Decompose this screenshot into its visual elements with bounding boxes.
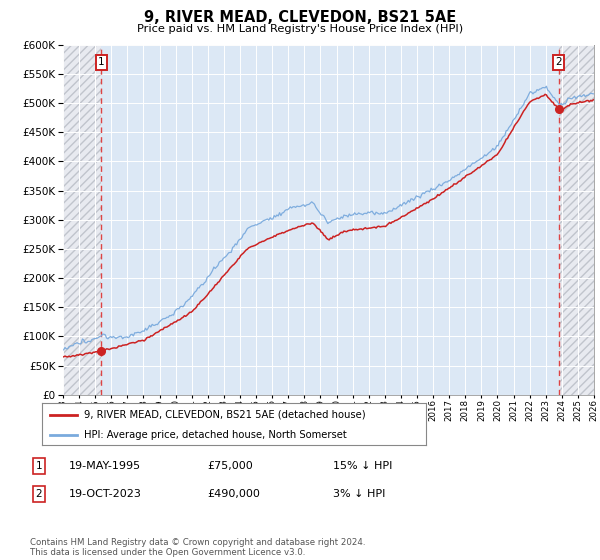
Bar [63, 45, 101, 395]
Text: 19-MAY-1995: 19-MAY-1995 [69, 461, 141, 471]
Text: 1: 1 [35, 461, 43, 471]
Text: 9, RIVER MEAD, CLEVEDON, BS21 5AE (detached house): 9, RIVER MEAD, CLEVEDON, BS21 5AE (detac… [84, 410, 366, 420]
Text: Price paid vs. HM Land Registry's House Price Index (HPI): Price paid vs. HM Land Registry's House … [137, 24, 463, 34]
Text: £490,000: £490,000 [207, 489, 260, 499]
Text: £75,000: £75,000 [207, 461, 253, 471]
Text: 9, RIVER MEAD, CLEVEDON, BS21 5AE: 9, RIVER MEAD, CLEVEDON, BS21 5AE [144, 10, 456, 25]
Text: Contains HM Land Registry data © Crown copyright and database right 2024.
This d: Contains HM Land Registry data © Crown c… [30, 538, 365, 557]
Text: 3% ↓ HPI: 3% ↓ HPI [333, 489, 385, 499]
Text: HPI: Average price, detached house, North Somerset: HPI: Average price, detached house, Nort… [84, 430, 347, 440]
Text: 15% ↓ HPI: 15% ↓ HPI [333, 461, 392, 471]
Text: 19-OCT-2023: 19-OCT-2023 [69, 489, 142, 499]
Text: 2: 2 [35, 489, 43, 499]
Text: 2: 2 [555, 57, 562, 67]
Bar [559, 45, 594, 395]
Text: 1: 1 [98, 57, 104, 67]
